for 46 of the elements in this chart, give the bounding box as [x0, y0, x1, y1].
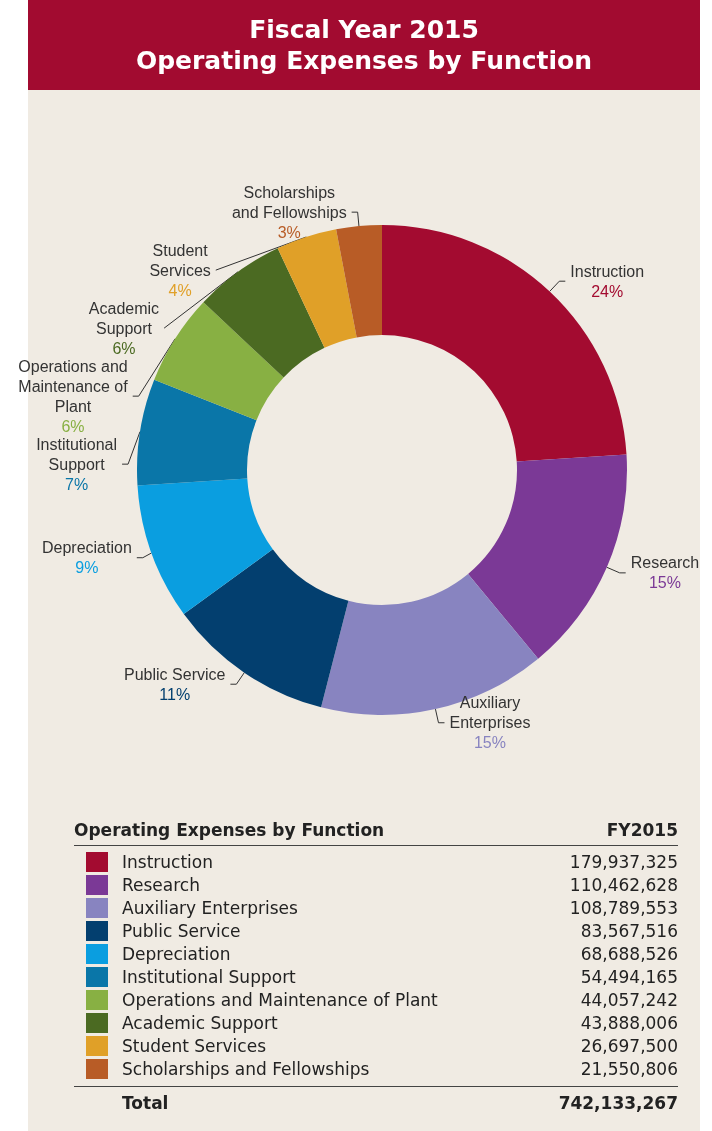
category-label: Student Services: [122, 1035, 267, 1056]
category-label: Auxiliary Enterprises: [122, 897, 299, 918]
data-label: 24%: [591, 282, 624, 300]
data-label: 15%: [648, 574, 681, 592]
data-label: 6%: [112, 339, 136, 357]
category-label: Institutional Support: [122, 966, 297, 987]
slice-label: Depreciation: [41, 539, 132, 557]
data-label: 83,567,516: [580, 920, 678, 941]
data-label: 26,697,500: [580, 1035, 678, 1056]
category-label: Instruction: [122, 851, 214, 872]
text: Total: [122, 1093, 169, 1113]
data-label: 108,789,553: [569, 897, 678, 918]
data-label: 3%: [277, 223, 301, 241]
data-label: 44,057,242: [580, 989, 678, 1010]
slice-label: Instruction: [570, 262, 645, 280]
chart-title: Fiscal Year 2015: [248, 14, 480, 45]
text: FY2015: [606, 820, 678, 840]
category-label: Academic Support: [122, 1012, 279, 1033]
text: Operating Expenses by Function: [74, 820, 385, 840]
data-label: 7%: [65, 475, 89, 493]
slice-label: Institutional Support: [36, 435, 118, 473]
slice-label: Student Services: [149, 241, 211, 279]
category-label: Depreciation: [122, 943, 232, 964]
data-label: 21,550,806: [580, 1058, 678, 1079]
slice-label: Operations and Maintenance of Plant: [18, 357, 129, 415]
data-label: 43,888,006: [580, 1012, 678, 1033]
category-label: Public Service: [122, 920, 242, 941]
category-label: Scholarships and Fellowships: [122, 1058, 371, 1079]
data-label: 6%: [61, 417, 85, 435]
slice-label: Research: [630, 554, 700, 572]
slice-label: Auxiliary Enterprises: [449, 694, 531, 732]
data-label: 9%: [75, 559, 99, 577]
slice-label: Academic Support: [88, 299, 160, 337]
category-label: Operations and Maintenance of Plant: [122, 989, 439, 1010]
slice-label: Public Service: [124, 665, 226, 683]
data-label: 15%: [473, 734, 506, 752]
data-label: 110,462,628: [569, 874, 678, 895]
data-label: 4%: [168, 281, 192, 299]
data-label: 179,937,325: [569, 851, 678, 872]
slice-label: Scholarships and Fellowships: [231, 183, 347, 221]
chart-subtitle: Operating Expenses by Function: [134, 45, 594, 76]
data-label: 54,494,165: [580, 966, 678, 987]
text: 742,133,267: [558, 1093, 678, 1113]
category-label: Research: [122, 874, 201, 895]
data-label: 11%: [159, 685, 191, 703]
data-label: 68,688,526: [580, 943, 678, 964]
